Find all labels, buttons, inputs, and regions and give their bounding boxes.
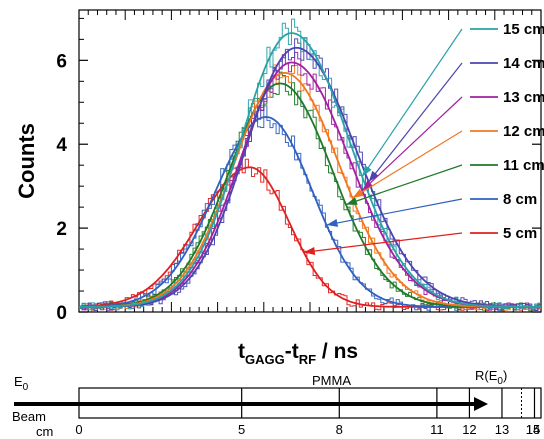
e0-label: E0 xyxy=(14,374,29,393)
legend-label: 13 cm xyxy=(503,89,544,106)
x-axis-title-mid: -t xyxy=(285,340,299,363)
y-tick-label: 0 xyxy=(56,303,67,324)
legend-arrow xyxy=(345,164,463,206)
beam-label: Beam xyxy=(12,409,46,424)
ruler-tick-label: 8 xyxy=(336,422,343,437)
x-axis-title: tGAGG-tRF / ns xyxy=(238,340,358,367)
y-axis-title: Counts xyxy=(14,123,39,199)
cm-unit-label: cm xyxy=(36,424,53,439)
fit-curve-14-cm xyxy=(79,46,541,308)
legend-label: 14 cm xyxy=(503,55,544,72)
legend-arrow xyxy=(352,130,463,199)
legend-arrow xyxy=(361,28,463,177)
y-tick-label: 2 xyxy=(56,219,67,240)
ruler-tick-label: 0 xyxy=(75,422,82,437)
legend-arrowhead xyxy=(303,247,316,255)
legend-label: 8 cm xyxy=(503,191,537,208)
y-tick-label: 4 xyxy=(56,135,67,156)
y-axis: 0 2 4 6 xyxy=(56,17,541,324)
x-axis-title-sub-gagg: GAGG xyxy=(245,352,285,367)
legend-arrowhead xyxy=(362,180,373,191)
fit-curve-12-cm xyxy=(79,71,541,308)
pmma-label: PMMA xyxy=(312,373,351,388)
histogram-14-cm xyxy=(79,37,541,311)
x-axis-title-tail: / ns xyxy=(316,340,358,363)
legend-arrowhead xyxy=(345,197,358,205)
legend-arrow xyxy=(361,96,463,192)
fit-curve-8-cm xyxy=(79,116,541,308)
legend-arrowhead xyxy=(352,188,364,199)
x-axis-title-sub-rf: RF xyxy=(299,352,316,367)
histogram-8-cm xyxy=(79,105,541,312)
legend-label: 5 cm xyxy=(503,225,537,242)
fit-curve-15-cm xyxy=(79,32,541,308)
ruler-tick-label: 15 xyxy=(526,422,540,437)
legend-arrow xyxy=(303,232,463,253)
ruler-tick-label: 11 xyxy=(430,422,444,437)
ruler-tick-label: 13 xyxy=(495,422,509,437)
y-tick-label: 6 xyxy=(56,51,67,72)
legend: 15 cm 14 cm 13 cm 12 cm 11 cm 8 cm 5 cm xyxy=(303,21,544,255)
legend-label: 11 cm xyxy=(503,157,544,174)
legend-arrowhead xyxy=(326,219,339,227)
legend-arrowhead xyxy=(362,165,372,177)
fit-curve-11-cm xyxy=(79,82,541,308)
series-layer xyxy=(79,18,541,312)
legend-label: 12 cm xyxy=(503,123,544,140)
ruler-tick-label: 12 xyxy=(462,422,476,437)
legend-arrow xyxy=(326,198,463,226)
x-axis-title-main: t xyxy=(238,340,245,363)
legend-arrowhead xyxy=(368,170,379,182)
legend-label: 15 cm xyxy=(503,21,544,38)
range-label: R(E0) xyxy=(475,368,507,387)
ruler-tick-label: 5 xyxy=(238,422,245,437)
ruler-tick-label: 14 xyxy=(526,422,540,437)
legend-arrow xyxy=(368,62,463,183)
beam-arrow-head xyxy=(474,397,488,411)
